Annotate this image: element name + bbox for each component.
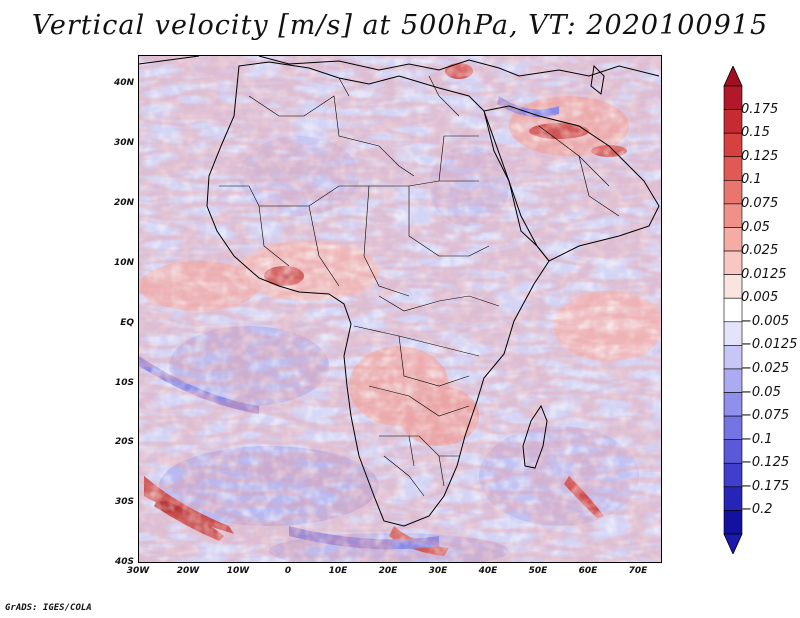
colorbar-swatch [723, 415, 743, 440]
lat-tick-label: 10S [114, 378, 134, 388]
colorbar-swatch [723, 345, 743, 370]
colorbar-swatch [723, 227, 743, 252]
lon-tick-label: 60E [578, 566, 598, 576]
lat-tick-label: 40S [114, 557, 134, 567]
lat-tick-label: 20N [113, 198, 134, 208]
colorbar-label: −0.025 [741, 360, 790, 376]
colorbar-swatch [723, 156, 743, 181]
colorbar-swatch [723, 439, 743, 464]
colorbar-swatch [723, 368, 743, 393]
lat-tick-label: 30N [113, 138, 134, 148]
vertical-velocity-map [139, 56, 661, 562]
colorbar-label: 0.1 [741, 172, 762, 188]
colorbar-label: 0.075 [741, 195, 779, 211]
colorbar-label: −0.2 [741, 502, 773, 518]
colorbar-label: −0.125 [741, 455, 790, 471]
lon-tick-label: 30E [428, 566, 448, 576]
lon-tick-label: 70E [628, 566, 648, 576]
colorbar-label: −0.005 [741, 313, 790, 329]
colorbar-swatch [723, 274, 743, 299]
colorbar-swatch [723, 85, 743, 110]
credit-text: GrADS: IGES/COLA [5, 603, 92, 613]
colorbar-top-arrow [723, 66, 743, 87]
colorbar-swatch [723, 250, 743, 275]
colorbar-label: 0.0125 [741, 266, 787, 282]
colorbar-label: 0.005 [741, 290, 779, 306]
lon-tick-label: 50E [528, 566, 548, 576]
map-panel [138, 55, 662, 563]
lat-tick-label: EQ [120, 318, 134, 328]
lon-tick-label: 30W [126, 566, 150, 576]
colorbar [723, 66, 743, 554]
colorbar-swatch [723, 486, 743, 511]
lat-tick-label: 40N [113, 78, 134, 88]
africa-coastline [206, 61, 550, 527]
colorbar-swatch [723, 510, 743, 535]
colorbar-bottom-arrow [723, 533, 743, 554]
country-borders [219, 75, 620, 497]
field-streaks [139, 56, 661, 562]
lon-tick-label: 20W [176, 566, 200, 576]
colorbar-label: 0.05 [741, 219, 770, 235]
lon-tick-label: 10W [226, 566, 250, 576]
colorbar-swatch [723, 462, 743, 488]
colorbar-swatch [723, 321, 743, 346]
colorbar-swatch [723, 180, 743, 205]
colorbar-label: −0.0125 [741, 337, 798, 353]
colorbar-label: 0.175 [741, 101, 779, 117]
madagascar-coastline [522, 404, 548, 469]
caspian-coastline [590, 64, 605, 95]
lat-tick-label: 10N [113, 258, 134, 268]
colorbar-swatch [723, 203, 743, 228]
lon-tick-label: 20E [378, 566, 398, 576]
lon-tick-label: 0 [284, 566, 292, 576]
colorbar-label: 0.125 [741, 148, 779, 164]
colorbar-swatch [723, 109, 743, 134]
lat-tick-label: 20S [114, 437, 134, 447]
coastlines [139, 56, 660, 527]
colorbar-swatch [723, 392, 743, 417]
colorbar-swatch [723, 132, 743, 158]
colorbar-label: 0.15 [741, 125, 770, 141]
colorbar-label: −0.05 [741, 384, 781, 400]
lon-tick-label: 10E [328, 566, 348, 576]
colorbar-swatch [723, 297, 743, 323]
europe-coastline [139, 56, 660, 77]
colorbar-label: −0.075 [741, 408, 790, 424]
arabia-coastline [483, 105, 660, 262]
colorbar-label: −0.1 [741, 431, 773, 447]
lat-tick-label: 30S [114, 497, 134, 507]
colorbar-label: −0.175 [741, 478, 790, 494]
lon-tick-label: 40E [478, 566, 498, 576]
colorbar-label: 0.025 [741, 243, 779, 259]
chart-title: Vertical velocity [m/s] at 500hPa, VT: 2… [31, 10, 769, 41]
